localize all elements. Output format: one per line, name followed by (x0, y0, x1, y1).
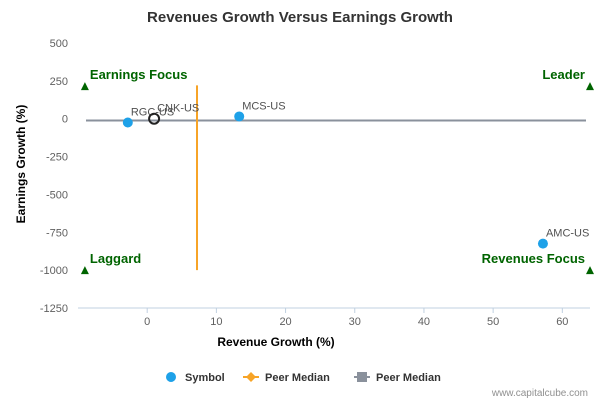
x-axis-title: Revenue Growth (%) (217, 335, 334, 349)
quadrant-label: Earnings Focus (90, 67, 188, 82)
y-tick-label: -500 (46, 189, 68, 201)
y-axis: 500 250 0 -250 -500 -750 -1000 -1250 (40, 38, 68, 315)
x-tick-label: 50 (487, 316, 499, 328)
legend-circle-icon (166, 372, 176, 382)
data-point (122, 117, 133, 128)
legend-item-label: Symbol (185, 372, 225, 384)
data-point-label: MCS-US (242, 100, 285, 112)
y-tick-label: -1000 (40, 265, 68, 277)
legend-item-label: Peer Median (265, 372, 330, 384)
peer-median-lines (86, 85, 586, 271)
chart-title: Revenues Growth Versus Earnings Growth (147, 9, 453, 26)
x-tick-label: 10 (210, 316, 222, 328)
quadrant-label: Laggard (90, 251, 141, 266)
legend-square-icon (357, 372, 367, 382)
y-tick-label: 250 (50, 76, 68, 88)
x-tick-label: 30 (349, 316, 361, 328)
x-tick-label: 0 (144, 316, 150, 328)
x-tick-label: 20 (279, 316, 291, 328)
legend: Symbol Peer Median Peer Median (166, 372, 441, 384)
highlight-point (148, 112, 161, 125)
x-tick-label: 40 (418, 316, 430, 328)
y-tick-label: -1250 (40, 303, 68, 315)
y-axis-title: Earnings Growth (%) (14, 105, 28, 224)
quadrant-marker-icon (586, 266, 594, 275)
quadrant-label: Revenues Focus (482, 251, 585, 266)
legend-diamond-icon (246, 372, 256, 382)
x-axis: 0 10 20 30 40 50 60 (78, 307, 590, 328)
data-points: RGC-US MCS-US AMC-US CNK-US (122, 100, 589, 249)
y-tick-label: 500 (50, 38, 68, 50)
y-tick-label: 0 (62, 114, 68, 126)
quadrant-marker-icon (80, 266, 89, 275)
quadrant-marker-icon (80, 82, 89, 91)
data-point-label: RGC-US (131, 107, 174, 119)
x-tick-label: 60 (556, 316, 568, 328)
legend-item-label: Peer Median (376, 372, 441, 384)
quadrant-label: Leader (542, 67, 585, 82)
quadrant-marker-icon (586, 82, 594, 91)
data-point (234, 111, 245, 122)
y-tick-label: -750 (46, 227, 68, 239)
data-point (537, 238, 548, 249)
highlight-point-label: CNK-US (157, 103, 199, 115)
credit-text[interactable]: www.capitalcube.com (491, 388, 588, 399)
y-tick-label: -250 (46, 152, 68, 164)
data-point-label: AMC-US (546, 228, 589, 240)
quadrant-labels: Earnings Focus Leader Laggard Revenues Focu… (80, 67, 594, 275)
